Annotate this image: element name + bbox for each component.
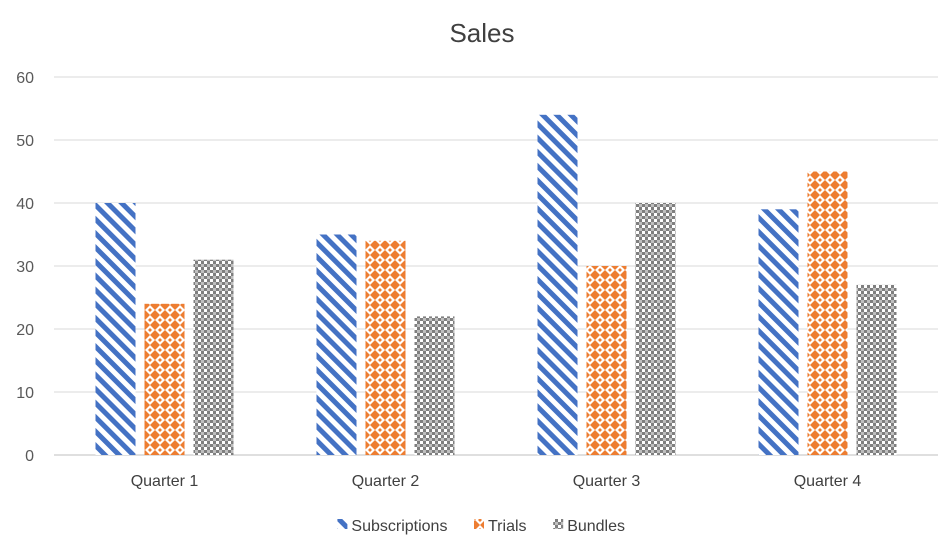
x-axis-categories: Quarter 1 Quarter 2 Quarter 3 Quarter 4 [131,473,862,490]
bar-trials-quarter-1 [144,303,185,455]
bar-bundles-quarter-4 [856,284,897,455]
y-tick-label: 20 [16,322,34,339]
bars [95,114,897,456]
bar-bundles-quarter-2 [414,316,455,455]
y-tick-label: 10 [16,385,34,402]
legend-swatch-trials [474,519,484,529]
bar-trials-quarter-4 [807,171,848,455]
legend: Subscriptions Trials Bundles [337,518,625,535]
y-tick-label: 60 [16,70,34,87]
y-tick-label: 40 [16,196,34,213]
bar-subscriptions-quarter-2 [316,234,357,455]
y-tick-label: 0 [25,448,34,465]
bar-trials-quarter-2 [365,240,406,455]
chart-title: Sales [449,18,514,48]
gridlines [54,76,938,456]
y-tick-label: 50 [16,133,34,150]
y-axis-ticks: 0 10 20 30 40 50 60 [16,70,34,465]
bar-bundles-quarter-3 [635,203,676,455]
legend-swatch-subscriptions [337,519,348,529]
bar-subscriptions-quarter-4 [758,209,799,455]
y-tick-label: 30 [16,259,34,276]
legend-label-trials: Trials [488,518,527,535]
x-category-label: Quarter 2 [352,473,420,490]
bar-trials-quarter-3 [586,266,627,455]
bar-subscriptions-quarter-3 [537,114,578,456]
x-category-label: Quarter 4 [794,473,862,490]
legend-swatch-bundles [553,519,564,529]
bar-subscriptions-quarter-1 [95,203,136,455]
x-category-label: Quarter 3 [573,473,641,490]
bar-bundles-quarter-1 [193,259,234,455]
legend-label-subscriptions: Subscriptions [351,518,447,535]
x-category-label: Quarter 1 [131,473,199,490]
legend-label-bundles: Bundles [567,518,625,535]
